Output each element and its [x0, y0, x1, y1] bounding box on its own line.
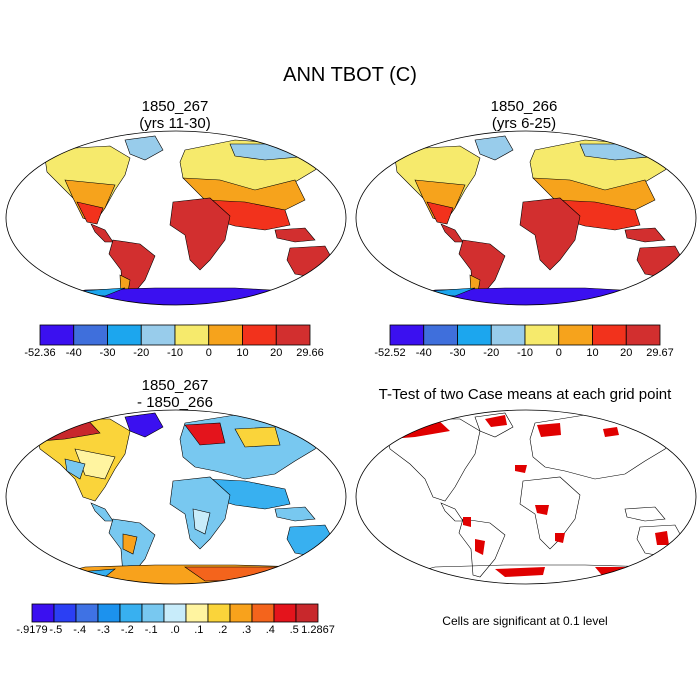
- panel-title-line1: 1850_266: [490, 98, 558, 115]
- colorbar-labels-top-right: -52.52 -40 -30 -20 -10 0 10 20 29.67: [374, 347, 673, 361]
- panel-title-line2: - 1850_266: [137, 394, 213, 411]
- colorbar-label: -40: [415, 347, 432, 359]
- colorbar-swatch: [73, 324, 108, 346]
- colorbar-swatch: [275, 324, 311, 346]
- colorbar-swatch: [174, 324, 210, 346]
- colorbar-swatch: [457, 324, 492, 346]
- colorbar-swatch: [185, 603, 209, 623]
- colorbar-label: 29.66: [296, 347, 324, 359]
- colorbar-swatch: [107, 324, 142, 346]
- colorbar-bottom-left: [31, 603, 319, 623]
- colorbar-swatch: [524, 324, 560, 346]
- colorbar-label: -40: [65, 347, 82, 359]
- significance-note: Cells are significant at 0.1 level: [442, 614, 608, 628]
- colorbar-label: -.2: [120, 624, 134, 636]
- panel-title-top-right: 1850_266 (yrs 6-25): [424, 98, 624, 132]
- colorbar-label: -.5: [49, 624, 63, 636]
- colorbar-label: 10: [586, 347, 599, 359]
- colorbar-label: -20: [483, 347, 500, 359]
- colorbar-label: -.1: [144, 624, 158, 636]
- colorbar-label: -10: [167, 347, 183, 359]
- colorbar-label: 1.2867: [301, 624, 335, 636]
- colorbar-swatch: [389, 324, 425, 346]
- panel-title-line1: T-Test of two Case means at each grid po…: [378, 386, 672, 403]
- colorbar-swatch: [141, 603, 165, 623]
- colorbar-swatch: [208, 324, 243, 346]
- colorbar-label: -30: [449, 347, 466, 359]
- colorbar-swatch: [242, 324, 277, 346]
- panel-title-bottom-right: T-Test of two Case means at each grid po…: [355, 386, 695, 403]
- colorbar-top-left: [39, 324, 311, 346]
- colorbar-swatch: [273, 603, 297, 623]
- colorbar-label: 0: [555, 347, 562, 359]
- colorbar-label: -52.52: [374, 347, 406, 359]
- colorbar-top-right: [389, 324, 661, 346]
- colorbar-label: .5: [289, 624, 299, 636]
- colorbar-label: -52.36: [24, 347, 56, 359]
- panel-title-top-left: 1850_267 (yrs 11-30): [75, 98, 275, 132]
- colorbar-label: -.4: [73, 624, 87, 636]
- panel-title-line2: (yrs 6-25): [491, 115, 557, 132]
- colorbar-swatch: [251, 603, 275, 623]
- colorbar-swatch: [119, 603, 143, 623]
- colorbar-swatch: [53, 603, 77, 623]
- panel-title-line1: 1850_267: [141, 98, 209, 115]
- colorbar-labels-bottom-left: -.9179 -.5 -.4 -.3 -.2 -.1 .0 .1 .2 .3 .4 .5 1.2867: [16, 624, 334, 638]
- colorbar-swatch: [39, 324, 75, 346]
- colorbar-swatch: [558, 324, 593, 346]
- colorbar-swatch: [207, 603, 231, 623]
- page-title: ANN TBOT (C): [283, 64, 417, 86]
- colorbar-swatch: [163, 603, 187, 623]
- colorbar-label: 20: [620, 347, 633, 359]
- colorbar-swatch: [31, 603, 55, 623]
- colorbar-label: -20: [133, 347, 150, 359]
- colorbar-swatch: [490, 324, 526, 346]
- colorbar-label: -10: [517, 347, 533, 359]
- panel-title-bottom-left: 1850_267 - 1850_266: [75, 377, 275, 411]
- map-panel-bottom-right: [355, 409, 697, 585]
- colorbar-swatch: [75, 603, 99, 623]
- colorbar-label: -30: [99, 347, 116, 359]
- colorbar-swatch: [97, 603, 121, 623]
- colorbar-label: .1: [194, 624, 204, 636]
- panel-title-line2: (yrs 11-30): [139, 115, 211, 132]
- colorbar-swatch: [295, 603, 319, 623]
- colorbar-label: 10: [236, 347, 249, 359]
- colorbar-labels-top-left: -52.36 -40 -30 -20 -10 0 10 20 29.66: [24, 347, 323, 361]
- colorbar-label: 20: [270, 347, 283, 359]
- colorbar-label: .3: [241, 624, 252, 636]
- colorbar-swatch: [625, 324, 661, 346]
- map-panel-bottom-left: [5, 409, 347, 585]
- colorbar-label: .4: [265, 624, 275, 636]
- panel-title-line1: 1850_267: [141, 377, 209, 394]
- colorbar-label: .2: [218, 624, 228, 636]
- colorbar-swatch: [592, 324, 627, 346]
- colorbar-label: .0: [170, 624, 180, 636]
- colorbar-swatch: [423, 324, 458, 346]
- colorbar-swatch: [229, 603, 253, 623]
- colorbar-label: -.3: [97, 624, 110, 636]
- colorbar-label: -.9179: [16, 624, 48, 636]
- colorbar-label: 29.67: [646, 347, 674, 359]
- colorbar-swatch: [140, 324, 176, 346]
- map-panel-top-right: [355, 130, 697, 306]
- colorbar-label: 0: [205, 347, 212, 359]
- map-panel-top-left: [5, 130, 347, 306]
